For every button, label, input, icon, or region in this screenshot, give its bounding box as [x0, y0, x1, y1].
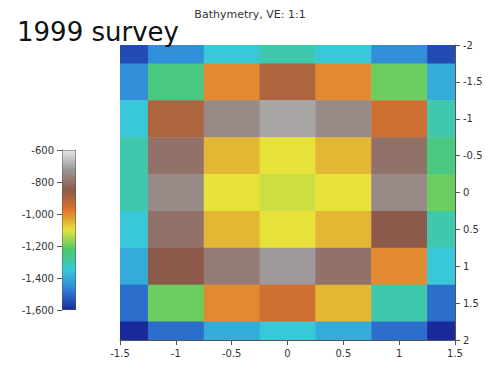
svg-text:-0.5: -0.5 [222, 348, 242, 359]
svg-text:-2: -2 [463, 40, 473, 51]
svg-text:0: 0 [284, 348, 290, 359]
svg-text:-1,000: -1,000 [22, 209, 54, 220]
svg-text:0: 0 [463, 187, 469, 198]
svg-text:-1: -1 [171, 348, 181, 359]
svg-text:2: 2 [463, 335, 469, 346]
svg-text:Bathymetry, VE: 1:1: Bathymetry, VE: 1:1 [194, 8, 305, 21]
svg-text:-600: -600 [31, 145, 54, 156]
svg-text:-1,600: -1,600 [22, 305, 54, 316]
svg-text:-1.5: -1.5 [463, 76, 483, 87]
svg-text:1: 1 [463, 261, 469, 272]
svg-text:-1: -1 [463, 113, 473, 124]
svg-text:-800: -800 [31, 177, 54, 188]
svg-text:0.5: 0.5 [463, 224, 479, 235]
svg-text:-1.5: -1.5 [110, 348, 130, 359]
svg-text:1.5: 1.5 [447, 348, 463, 359]
svg-text:1: 1 [396, 348, 402, 359]
svg-text:1999 survey: 1999 survey [17, 17, 179, 47]
svg-text:-1,400: -1,400 [22, 273, 54, 284]
svg-text:0.5: 0.5 [335, 348, 351, 359]
svg-text:-0.5: -0.5 [463, 150, 483, 161]
svg-text:-1,200: -1,200 [22, 241, 54, 252]
svg-text:1.5: 1.5 [463, 298, 479, 309]
